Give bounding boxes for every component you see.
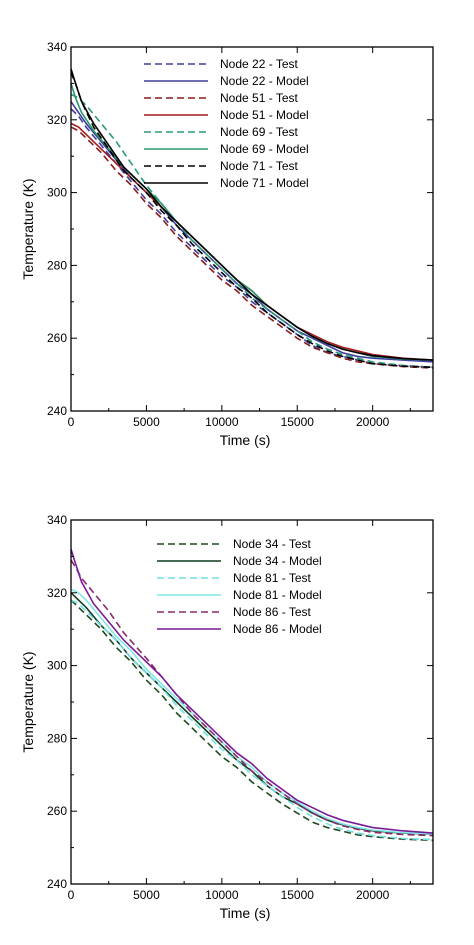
chart0-y-tick-label: 240 (47, 404, 67, 418)
chart0-y-tick-label: 260 (47, 331, 67, 345)
chart1-legend: Node 34 - Test Node 34 - Model Node 81 - T… (157, 537, 322, 636)
chart1-series-node-86-model (71, 548, 433, 834)
chart1-y-axis-title: Temperature (K) (20, 651, 36, 752)
chart0-series-group (71, 68, 433, 369)
chart0-series-node-22-model (71, 101, 433, 363)
top-temperature-chart: 240 260 280 300 320 340 0 5000 10000 15000 20000 Ti… (20, 40, 434, 448)
chart1-series-group (71, 548, 433, 842)
chart1-x-tick-label: 15000 (281, 888, 315, 902)
chart0-y-tick-label: 280 (47, 258, 67, 272)
chart1-legend-label-node-86-test: Node 86 - Test (233, 605, 311, 619)
chart0-legend-label-node-51-model: Node 51 - Model (220, 108, 309, 122)
chart1-y-tick-label: 300 (47, 659, 67, 673)
chart0-legend-label-node-69-model: Node 69 - Model (220, 142, 309, 156)
chart1-x-tick-label: 10000 (205, 888, 239, 902)
chart0-y-tick-label: 340 (47, 40, 67, 54)
bottom-temperature-chart: 240 260 280 300 320 340 0 5000 10000 15000 20000 Ti… (20, 513, 434, 921)
chart0-legend-label-node-71-model: Node 71 - Model (220, 176, 309, 190)
chart0-legend-label-node-69-test: Node 69 - Test (220, 125, 298, 139)
chart0-legend: Node 22 - Test Node 22 - Model Node 51 - T… (144, 57, 309, 190)
chart1-y-tick-label: 320 (47, 586, 67, 600)
chart0-x-tick-label: 5000 (133, 415, 160, 429)
chart0-legend-label-node-22-model: Node 22 - Model (220, 74, 309, 88)
chart1-legend-label-node-81-test: Node 81 - Test (233, 571, 311, 585)
chart1-y-tick-label: 280 (47, 731, 67, 745)
chart1-y-tick-label: 260 (47, 804, 67, 818)
chart0-y-axis-title: Temperature (K) (20, 178, 36, 279)
chart1-series-node-81-test (71, 599, 433, 841)
chart0-x-tick-label: 20000 (356, 415, 390, 429)
chart0-series-node-71-test (71, 72, 433, 369)
chart0-x-tick-label: 15000 (281, 415, 315, 429)
chart1-series-node-34-test (71, 599, 433, 842)
chart1-series-node-86-test (71, 559, 433, 837)
chart1-x-tick-label: 0 (68, 888, 75, 902)
chart0-series-node-51-test (71, 126, 433, 369)
chart1-y-tick-label: 240 (47, 877, 67, 891)
chart0-series-node-71-model (71, 68, 433, 361)
chart1-y-tick-label: 340 (47, 513, 67, 527)
chart0-legend-label-node-71-test: Node 71 - Test (220, 159, 298, 173)
chart1-x-tick-label: 5000 (133, 888, 160, 902)
chart1-x-axis-title: Time (s) (220, 905, 271, 921)
chart0-legend-label-node-22-test: Node 22 - Test (220, 57, 298, 71)
chart1-legend-label-node-86-model: Node 86 - Model (233, 622, 322, 636)
chart1-legend-label-node-34-test: Node 34 - Test (233, 537, 311, 551)
chart0-series-node-69-test (71, 93, 433, 369)
chart1-legend-label-node-81-model: Node 81 - Model (233, 588, 322, 602)
chart0-legend-label-node-51-test: Node 51 - Test (220, 91, 298, 105)
chart0-y-tick-label: 320 (47, 113, 67, 127)
chart0-x-tick-label: 10000 (205, 415, 239, 429)
chart0-x-axis-title: Time (s) (220, 432, 271, 448)
chart1-legend-label-node-34-model: Node 34 - Model (233, 554, 322, 568)
chart1-x-tick-label: 20000 (356, 888, 390, 902)
chart0-x-tick-label: 0 (68, 415, 75, 429)
chart0-y-tick-label: 300 (47, 186, 67, 200)
